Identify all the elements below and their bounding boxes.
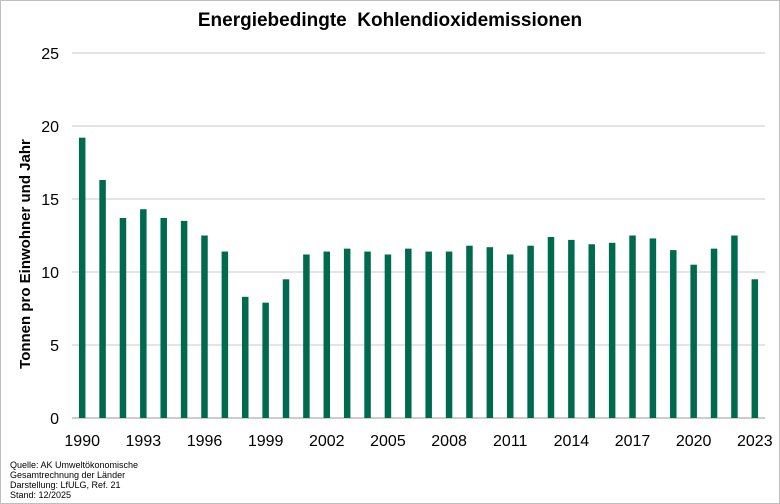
bar-2014	[568, 239, 575, 418]
bar-2015	[588, 244, 595, 418]
bar-1992	[119, 217, 127, 418]
bar-2002	[323, 251, 331, 418]
bar-1994	[160, 217, 167, 418]
x-tick-label: 2014	[554, 433, 590, 450]
bar-2008	[445, 251, 453, 418]
x-tick-label: 2017	[615, 433, 651, 450]
x-tick-label: 2002	[309, 433, 345, 450]
bar-2019	[670, 250, 677, 418]
source-line: Gesamtrechnung der Länder	[10, 470, 126, 480]
y-tick-label: 0	[50, 411, 59, 428]
gridlines	[72, 52, 765, 419]
x-tick-label: 1999	[248, 433, 284, 450]
bar-2001	[303, 254, 310, 418]
y-tick-label: 5	[50, 338, 59, 355]
bar-1998	[242, 296, 249, 418]
x-tick-label: 2008	[431, 433, 467, 450]
bar-2023	[751, 279, 759, 418]
bar-1990	[78, 137, 86, 418]
y-tick-label: 15	[41, 192, 59, 209]
bar-2017	[629, 235, 636, 418]
source-line: Quelle: AK Umweltökonomische	[10, 460, 139, 470]
bar-2013	[547, 236, 555, 418]
bar-2012	[527, 245, 534, 418]
x-tick-label: 1993	[126, 433, 162, 450]
bar-2005	[384, 254, 392, 418]
y-tick-label: 20	[41, 119, 59, 136]
x-tick-label: 2011	[493, 433, 528, 450]
x-tick-label: 1990	[64, 433, 100, 450]
bar-2010	[486, 247, 494, 418]
chart-title: Energiebedingte Kohlendioxidemissionen	[198, 10, 582, 31]
x-tick-label: 1996	[187, 433, 223, 450]
x-axis-ticks: 1990 1993 1996 1999 2002 2005 2008 2011 2014 2017…	[64, 433, 772, 450]
bar-2021	[710, 248, 718, 418]
bar-2004	[364, 251, 371, 418]
bar-2003	[343, 248, 351, 418]
y-axis-ticks: 0 5 10 15 20 25	[41, 46, 59, 428]
bar-2018	[649, 238, 657, 418]
source-note: Quelle: AK Umweltökonomische Gesamtrechn…	[10, 460, 138, 500]
bar-2022	[731, 235, 738, 418]
bar-1991	[99, 180, 106, 418]
bar-2006	[405, 248, 412, 418]
source-line: Stand: 12/2025	[10, 490, 72, 500]
bar-1996	[201, 235, 208, 418]
bars	[78, 137, 759, 418]
x-tick-label: 2005	[370, 433, 406, 450]
bar-1993	[140, 209, 147, 418]
bar-1997	[221, 251, 229, 418]
source-line: Darstellung: LfULG, Ref. 21	[10, 480, 121, 490]
bar-2000	[282, 279, 290, 418]
bar-2011	[506, 254, 514, 418]
bar-1999	[262, 302, 269, 418]
y-tick-label: 25	[41, 46, 59, 63]
bar-1995	[180, 220, 188, 418]
bar-2007	[425, 251, 432, 418]
bar-2009	[466, 245, 473, 418]
x-tick-label: 2020	[676, 433, 712, 450]
bar-2016	[608, 242, 616, 418]
y-tick-label: 10	[41, 265, 59, 282]
bar-2020	[690, 264, 697, 418]
x-tick-label: 2023	[737, 433, 773, 450]
y-axis-label: Tonnen pro Einwohner und Jahr	[17, 139, 34, 369]
